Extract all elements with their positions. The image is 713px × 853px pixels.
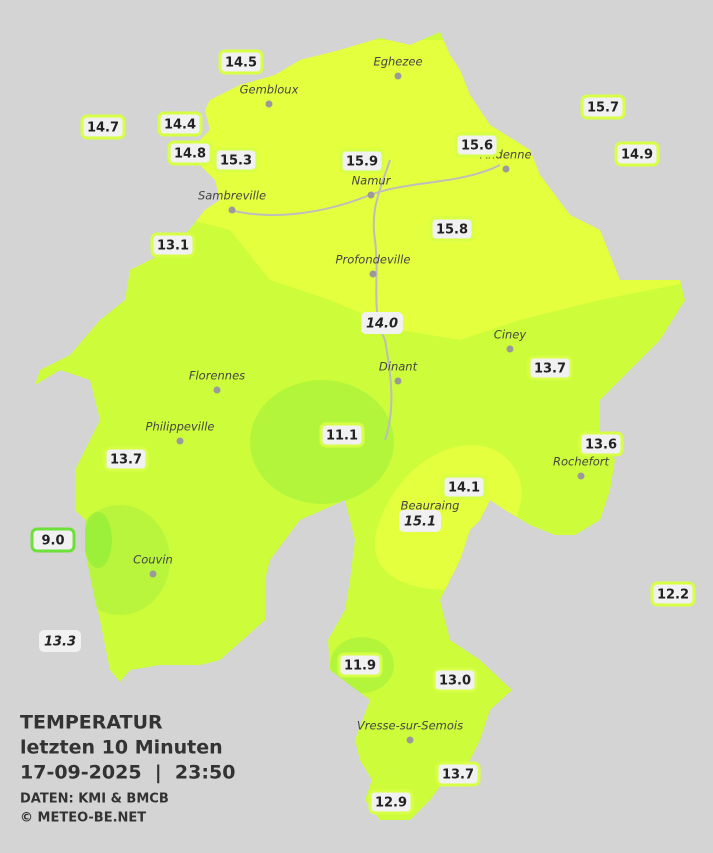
station-temperature: 14.4 [164, 118, 196, 133]
station-temperature: 11.9 [344, 659, 376, 674]
station-temperature: 13.0 [439, 674, 471, 689]
station-temperature: 15.9 [346, 155, 378, 170]
town-label: Namur [352, 174, 392, 188]
town-label: Couvin [133, 553, 173, 567]
town-label: Florennes [189, 369, 245, 383]
station-temperature: 15.7 [587, 101, 619, 116]
station-box [218, 49, 264, 75]
station-temperature: 9.0 [41, 534, 64, 549]
station-box [30, 527, 76, 553]
legend-period: letzten 10 Minuten [20, 737, 223, 759]
station-temperature: 13.3 [44, 635, 76, 650]
station-box [435, 761, 481, 787]
station-box [432, 667, 478, 693]
town-dot [228, 206, 236, 214]
station-temperature: 15.8 [436, 223, 468, 238]
town-dot [369, 270, 377, 278]
town-dot [577, 472, 585, 480]
legend-copyright: © METEO-BE.NET [20, 811, 146, 826]
legend-title: TEMPERATUR [20, 712, 163, 734]
town-dot [367, 191, 375, 199]
town-label: Gembloux [240, 83, 299, 97]
station-box [319, 422, 365, 448]
station-box [167, 140, 213, 166]
station-box [157, 111, 203, 137]
town-dot [394, 377, 402, 385]
town-dot [265, 100, 273, 108]
station-box [213, 147, 259, 173]
town-dot [176, 437, 184, 445]
station-box [337, 652, 383, 678]
legend-timestamp: 17-09-2025 | 23:50 [20, 762, 235, 784]
town-label: Sambreville [198, 189, 266, 203]
station-box [150, 232, 196, 258]
station-box [339, 148, 385, 174]
station-temperature: 15.1 [404, 515, 436, 530]
town-dot [149, 570, 157, 578]
station-box [580, 94, 626, 120]
town-label: Beauraing [401, 499, 460, 513]
town-label: Eghezee [373, 55, 422, 69]
station-temperature: 14.5 [225, 56, 257, 71]
station-temperature: 12.2 [657, 588, 689, 603]
town-dot [506, 345, 514, 353]
station-temperature: 15.3 [220, 154, 252, 169]
station-temperature: 13.7 [110, 453, 142, 468]
station-temperature: 13.7 [442, 768, 474, 783]
station-box [578, 431, 624, 457]
station-box [39, 630, 81, 652]
station-temperature: 14.7 [87, 121, 119, 136]
station-box [614, 141, 660, 167]
station-temperature: 13.6 [585, 438, 617, 453]
legend-source: DATEN: KMI & BMCB [20, 792, 169, 807]
station-box [454, 132, 500, 158]
station-temperature: 11.1 [326, 429, 358, 444]
station-temperature: 12.9 [375, 796, 407, 811]
station-box [441, 474, 487, 500]
station-box [429, 216, 475, 242]
town-label: Dinant [379, 360, 418, 374]
station-box [103, 446, 149, 472]
town-dot [502, 165, 510, 173]
station-temperature: 13.1 [157, 239, 189, 254]
station-box [361, 312, 403, 334]
town-dot [213, 386, 221, 394]
station-temperature: 14.1 [448, 481, 480, 496]
station-box [399, 510, 441, 532]
town-label: Vresse-sur-Semois [357, 719, 463, 733]
town-label: Philippeville [146, 420, 215, 434]
town-label: Rochefort [553, 455, 610, 469]
station-box [368, 789, 414, 815]
town-dot [406, 736, 414, 744]
station-temperature: 14.9 [621, 148, 653, 163]
station-temperature: 14.8 [174, 147, 206, 162]
town-dot [394, 72, 402, 80]
station-box [527, 355, 573, 381]
station-temperature: 13.7 [534, 362, 566, 377]
station-box [650, 581, 696, 607]
station-box [80, 114, 126, 140]
station-temperature: 15.6 [461, 139, 493, 154]
town-label: Profondeville [336, 253, 411, 267]
station-temperature: 14.0 [366, 317, 398, 332]
town-label: Ciney [494, 328, 527, 342]
